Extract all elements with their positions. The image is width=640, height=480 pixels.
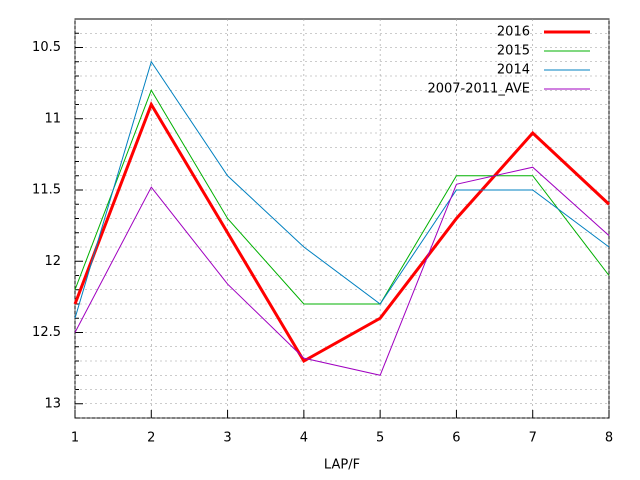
y-tick-label: 12.5: [32, 325, 61, 340]
series-line: [74, 60, 610, 319]
y-tick-label: 13: [44, 396, 61, 411]
x-tick-label: 7: [529, 431, 537, 446]
series-line: [73, 101, 611, 364]
legend-label: 2016: [497, 25, 530, 40]
legend-label: 2015: [497, 44, 530, 59]
y-tick-label: 10.5: [32, 40, 61, 55]
x-axis-label: LAP/F: [324, 458, 360, 473]
legend-label: 2014: [497, 63, 530, 78]
x-tick-label: 1: [71, 431, 79, 446]
y-tick-label: 12: [44, 254, 61, 269]
y-tick-label: 11: [44, 111, 61, 126]
x-tick-label: 3: [223, 431, 231, 446]
series-line: [74, 89, 610, 305]
x-tick-label: 6: [452, 431, 460, 446]
series-line: [74, 166, 610, 376]
y-tick-label: 11.5: [32, 183, 61, 198]
x-tick-label: 2: [147, 431, 155, 446]
x-tick-label: 8: [605, 431, 613, 446]
legend-label: 2007-2011_AVE: [427, 82, 530, 97]
x-tick-label: 5: [376, 431, 384, 446]
x-tick-label: 4: [300, 431, 308, 446]
